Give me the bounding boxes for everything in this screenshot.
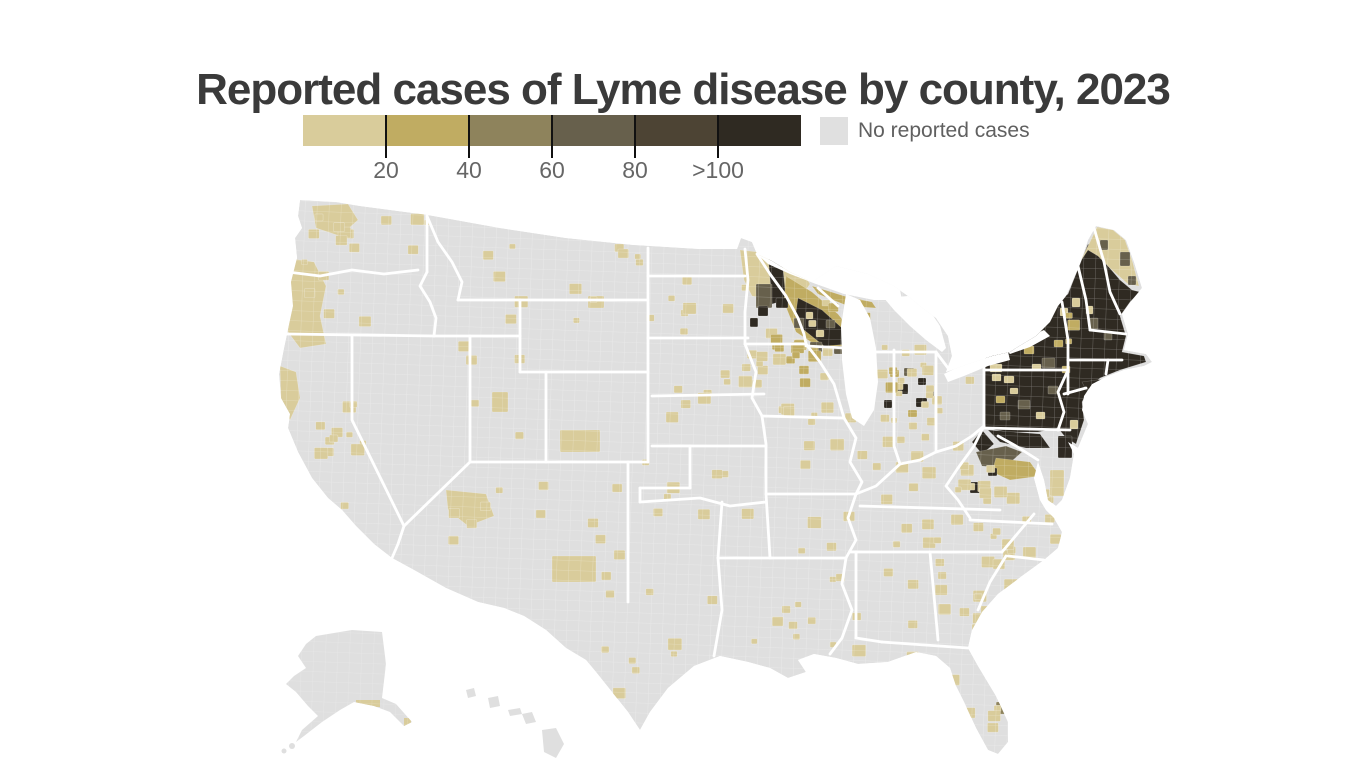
no-data-label: No reported cases <box>858 119 1030 142</box>
state-borders <box>285 214 1128 658</box>
county-patch-adirondack-tan <box>1027 313 1045 327</box>
legend-tick <box>385 115 387 158</box>
legend-bin-0 <box>303 115 386 146</box>
page-title: Reported cases of Lyme disease by county… <box>196 65 1171 115</box>
legend-bin-1 <box>386 115 469 146</box>
lower48-layer <box>279 200 1152 754</box>
legend-bin-3 <box>552 115 635 146</box>
legend-tick <box>717 115 719 158</box>
legend-tick <box>634 115 636 158</box>
legend-tick-label: 80 <box>622 157 648 183</box>
legend-tick-label: 60 <box>539 157 565 183</box>
hawaii <box>466 688 564 758</box>
legend-tick-label: >100 <box>692 157 744 183</box>
legend-bin-5 <box>718 115 801 146</box>
legend-tick <box>468 115 470 158</box>
legend-tick-label: 40 <box>456 157 482 183</box>
county-patch-adirondack-tan <box>1043 299 1055 310</box>
alaska <box>281 630 412 754</box>
great-lake <box>884 296 946 352</box>
no-data-swatch <box>820 117 848 145</box>
great-lake <box>841 294 878 426</box>
great-lake <box>944 352 1010 382</box>
legend-color-scale <box>303 115 801 146</box>
legend-tick <box>551 115 553 158</box>
us-county-choropleth-map <box>270 193 1186 768</box>
legend-bin-4 <box>635 115 718 146</box>
map-svg <box>279 200 1152 758</box>
legend: No reported cases 20 40 60 80 >100 <box>0 0 1366 200</box>
legend-tick-label: 20 <box>373 157 399 183</box>
legend-bin-2 <box>469 115 552 146</box>
county-patch-adirondack-tan <box>1015 331 1028 341</box>
